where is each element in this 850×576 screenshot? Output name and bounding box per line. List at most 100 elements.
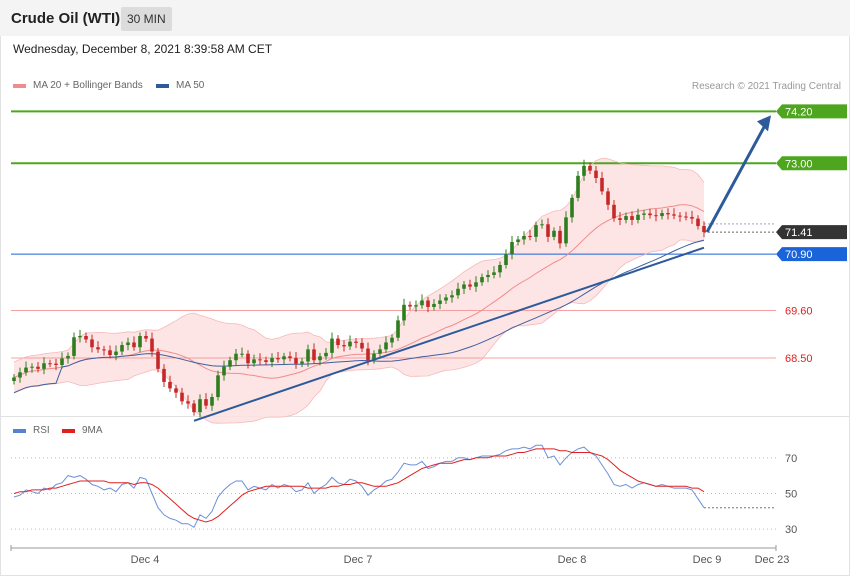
candle-body bbox=[450, 295, 454, 298]
candle-body bbox=[324, 352, 328, 357]
candle-body bbox=[390, 337, 394, 343]
forecast-arrow-head bbox=[757, 115, 771, 132]
candle-body bbox=[594, 170, 598, 178]
candle-body bbox=[42, 363, 46, 369]
candle-body bbox=[252, 359, 256, 364]
candle-body bbox=[540, 224, 544, 226]
candle-body bbox=[60, 358, 64, 365]
candle-body bbox=[480, 277, 484, 283]
candle-body bbox=[630, 216, 634, 220]
candle-body bbox=[156, 351, 160, 369]
level-label-70-90: 70.90 bbox=[785, 249, 813, 261]
candle-body bbox=[162, 368, 166, 382]
candle-body bbox=[618, 218, 622, 220]
candle-body bbox=[174, 388, 178, 393]
candle-body bbox=[192, 403, 196, 413]
candle-body bbox=[300, 361, 304, 364]
x-tick-label-dec-8: Dec 8 bbox=[558, 554, 587, 566]
candle-body bbox=[378, 349, 382, 354]
candle-body bbox=[600, 177, 604, 192]
candle-body bbox=[120, 345, 124, 352]
candle-body bbox=[348, 341, 352, 347]
candle-body bbox=[318, 356, 322, 361]
candle-body bbox=[474, 282, 478, 287]
chart-header: Crude Oil (WTI) 30 MIN bbox=[0, 0, 850, 36]
candle-body bbox=[486, 274, 490, 278]
candle-body bbox=[282, 356, 286, 360]
candle-body bbox=[186, 401, 190, 404]
interval-button[interactable]: 30 MIN bbox=[121, 7, 172, 31]
rsi-tick-30: 30 bbox=[785, 524, 797, 536]
candle-body bbox=[366, 348, 370, 361]
uptrend-line bbox=[193, 246, 705, 422]
level-label-69-60: 69.60 bbox=[785, 305, 813, 317]
x-tick-label-dec-23: Dec 23 bbox=[755, 554, 790, 566]
x-tick-label-dec-4: Dec 4 bbox=[131, 554, 160, 566]
candle-body bbox=[414, 305, 418, 307]
candle-body bbox=[426, 300, 430, 307]
candle-body bbox=[264, 360, 268, 362]
candle-body bbox=[690, 216, 694, 219]
candle-body bbox=[462, 284, 466, 289]
candle-body bbox=[552, 230, 556, 237]
candle-body bbox=[684, 216, 688, 218]
level-tag-73-00 bbox=[776, 156, 847, 171]
candle-body bbox=[624, 216, 628, 220]
candle-body bbox=[468, 284, 472, 287]
candle-body bbox=[72, 337, 76, 356]
candle-body bbox=[354, 341, 358, 343]
candle-body bbox=[132, 342, 136, 348]
candle-body bbox=[492, 272, 496, 275]
forecast-arrow-shaft bbox=[705, 124, 767, 233]
candle-body bbox=[510, 242, 514, 255]
candle-body bbox=[504, 254, 508, 265]
legend-ma20-swatch bbox=[13, 83, 26, 88]
candle-body bbox=[288, 356, 292, 359]
candle-body bbox=[456, 288, 460, 296]
panel-divider bbox=[0, 416, 850, 417]
candle-body bbox=[246, 353, 250, 364]
candle-body bbox=[294, 358, 298, 364]
candle-body bbox=[78, 335, 82, 338]
candle-body bbox=[642, 213, 646, 215]
candle-body bbox=[258, 359, 262, 361]
credit-text: Research © 2021 Trading Central bbox=[691, 81, 841, 92]
candle-body bbox=[666, 213, 670, 215]
rsi-tick-50: 50 bbox=[785, 488, 797, 500]
candle-body bbox=[84, 335, 88, 340]
legend-ma20: MA 20 + Bollinger Bands bbox=[13, 80, 143, 91]
candle-body bbox=[150, 338, 154, 352]
candle-body bbox=[372, 353, 376, 361]
candle-body bbox=[672, 214, 676, 216]
candle-body bbox=[276, 358, 280, 360]
candle-body bbox=[36, 366, 40, 369]
candle-body bbox=[564, 217, 568, 244]
candle-body bbox=[90, 339, 94, 348]
candle-body bbox=[420, 300, 424, 306]
candle-body bbox=[234, 353, 238, 361]
candle-body bbox=[96, 347, 100, 350]
candle-body bbox=[24, 367, 28, 373]
candle-body bbox=[654, 215, 658, 217]
rsi-9ma-line bbox=[13, 448, 705, 523]
candle-body bbox=[432, 303, 436, 307]
candle-body bbox=[180, 392, 184, 402]
legend-9ma-swatch bbox=[62, 428, 75, 433]
bollinger-lower-line bbox=[13, 239, 705, 424]
candle-body bbox=[126, 342, 130, 346]
legend-rsi-label: RSI bbox=[33, 425, 50, 436]
candle-body bbox=[330, 338, 334, 353]
candle-body bbox=[636, 214, 640, 220]
candle-body bbox=[306, 349, 310, 362]
level-label-74-20: 74.20 bbox=[785, 106, 813, 118]
candle-body bbox=[114, 351, 118, 356]
candle-body bbox=[66, 355, 70, 359]
candle-body bbox=[270, 358, 274, 362]
candle-body bbox=[12, 377, 16, 381]
candle-body bbox=[198, 399, 202, 413]
level-label-73-00: 73.00 bbox=[785, 158, 813, 170]
candle-body bbox=[576, 175, 580, 198]
candle-body bbox=[228, 360, 232, 367]
rsi-tick-70: 70 bbox=[785, 453, 797, 465]
